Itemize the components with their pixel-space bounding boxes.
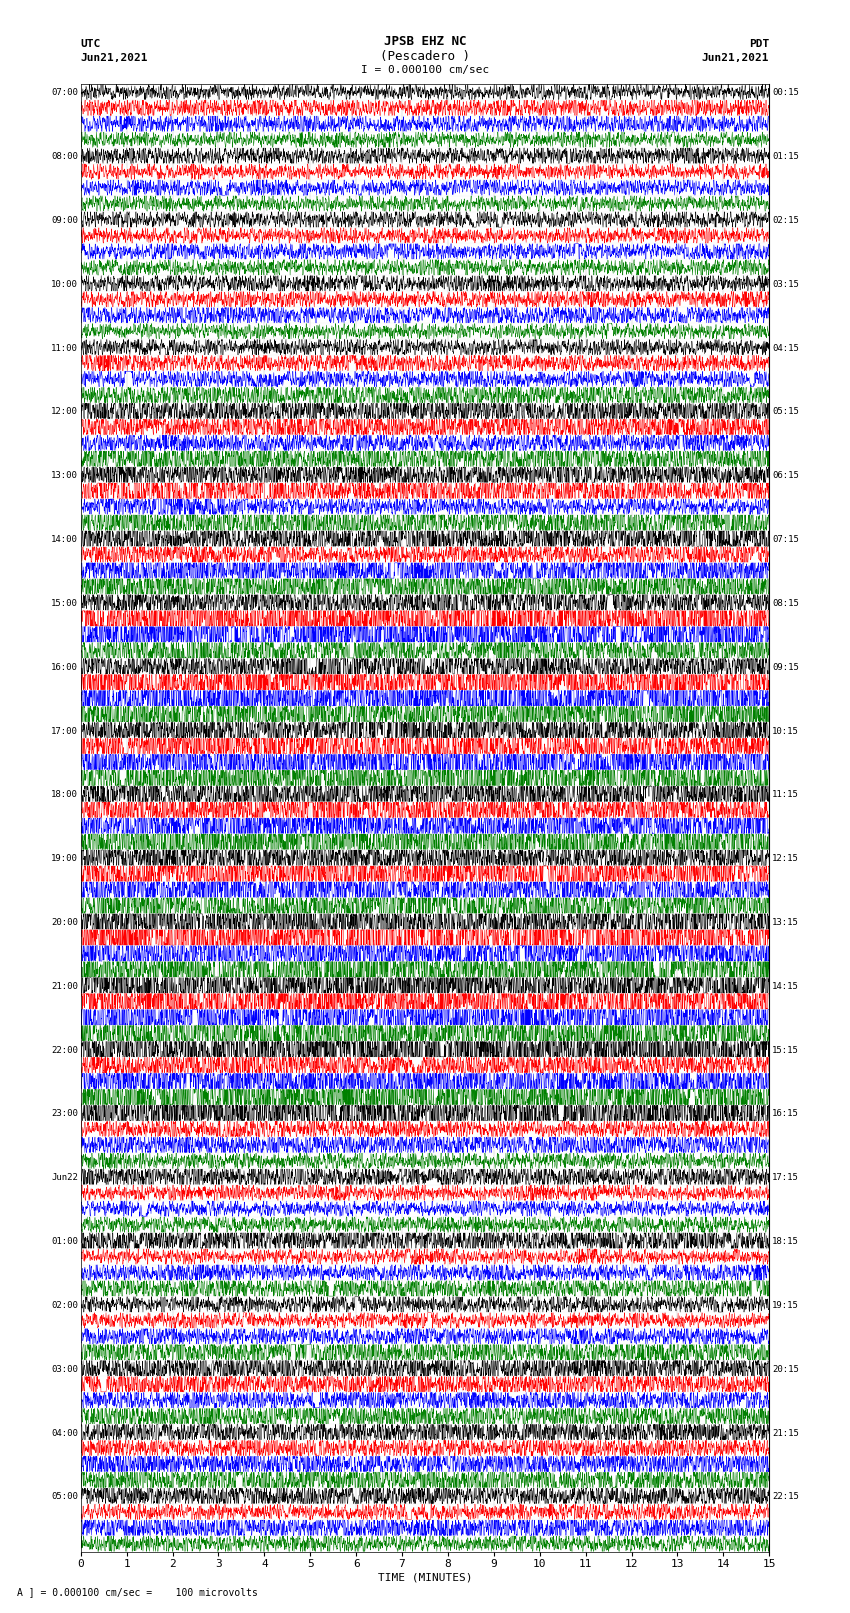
Text: (Pescadero ): (Pescadero ) xyxy=(380,50,470,63)
Text: PDT: PDT xyxy=(749,39,769,48)
Text: Jun21,2021: Jun21,2021 xyxy=(81,53,148,63)
Text: Jun21,2021: Jun21,2021 xyxy=(702,53,769,63)
Text: I = 0.000100 cm/sec: I = 0.000100 cm/sec xyxy=(361,65,489,74)
X-axis label: TIME (MINUTES): TIME (MINUTES) xyxy=(377,1573,473,1582)
Text: JPSB EHZ NC: JPSB EHZ NC xyxy=(383,35,467,48)
Text: A ] = 0.000100 cm/sec =    100 microvolts: A ] = 0.000100 cm/sec = 100 microvolts xyxy=(17,1587,258,1597)
Text: UTC: UTC xyxy=(81,39,101,48)
